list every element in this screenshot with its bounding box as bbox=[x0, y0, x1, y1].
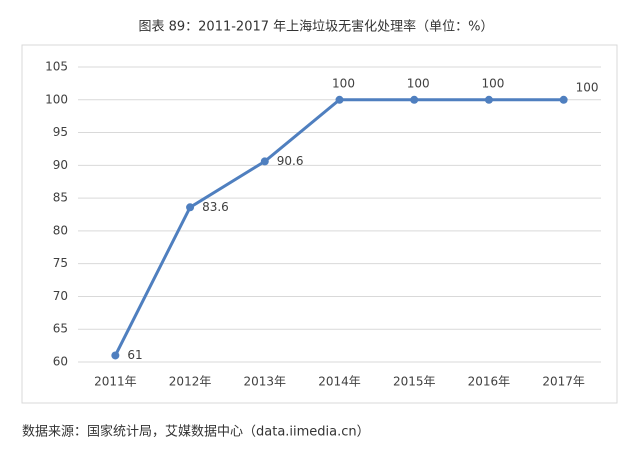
y-tick-label: 95 bbox=[53, 125, 68, 139]
data-point bbox=[111, 351, 120, 360]
data-point bbox=[559, 95, 568, 104]
x-tick-label: 2014年 bbox=[318, 375, 361, 389]
y-tick-label: 105 bbox=[45, 60, 68, 74]
data-label: 61 bbox=[127, 348, 142, 362]
data-point bbox=[186, 203, 195, 212]
y-tick-label: 70 bbox=[53, 289, 68, 303]
data-point bbox=[335, 95, 344, 104]
y-tick-label: 75 bbox=[53, 256, 68, 270]
data-label: 100 bbox=[576, 80, 599, 94]
x-tick-label: 2012年 bbox=[169, 375, 212, 389]
y-tick-label: 90 bbox=[53, 158, 68, 172]
data-point bbox=[484, 95, 493, 104]
x-tick-label: 2015年 bbox=[393, 375, 436, 389]
y-tick-label: 60 bbox=[53, 355, 68, 369]
chart-frame bbox=[21, 44, 618, 404]
y-tick-label: 100 bbox=[45, 92, 68, 106]
x-tick-label: 2011年 bbox=[94, 375, 137, 389]
data-label: 100 bbox=[332, 76, 355, 90]
data-label: 100 bbox=[407, 76, 430, 90]
source-note: 数据来源：国家统计局，艾媒数据中心（data.iimedia.cn） bbox=[22, 424, 370, 440]
x-tick-label: 2017年 bbox=[542, 375, 585, 389]
chart-title: 图表 89：2011-2017 年上海垃圾无害化处理率（单位：%） bbox=[138, 19, 493, 35]
series-line bbox=[114, 98, 564, 357]
x-tick-label: 2013年 bbox=[244, 375, 287, 389]
data-label: 90.6 bbox=[277, 154, 304, 168]
y-tick-label: 85 bbox=[53, 191, 68, 205]
data-label: 100 bbox=[481, 76, 504, 90]
x-tick-label: 2016年 bbox=[468, 375, 511, 389]
data-point bbox=[260, 157, 269, 166]
data-label: 83.6 bbox=[202, 200, 229, 214]
data-point bbox=[410, 95, 419, 104]
y-tick-label: 80 bbox=[53, 223, 68, 237]
y-tick-label: 65 bbox=[53, 322, 68, 336]
